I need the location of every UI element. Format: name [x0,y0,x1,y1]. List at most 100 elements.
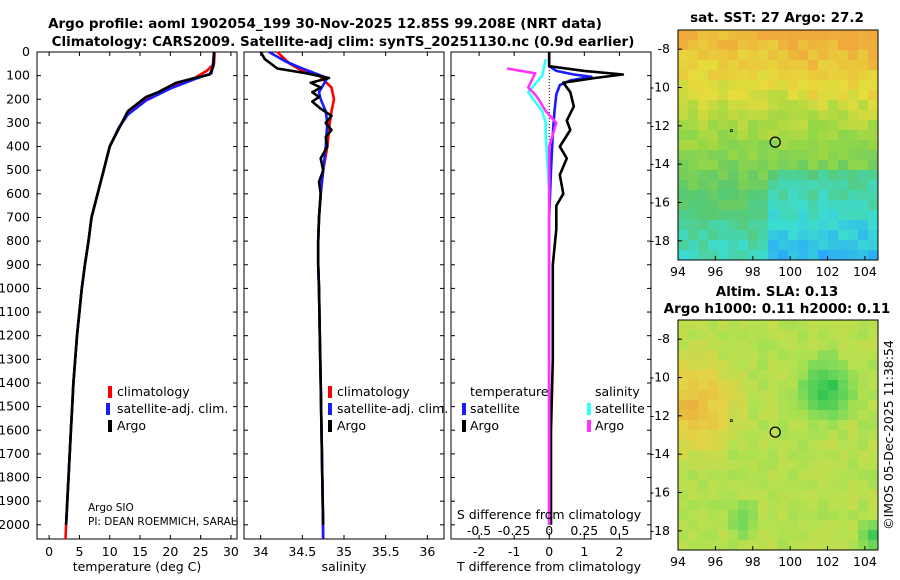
map-cell [768,250,779,261]
map-cell [868,100,879,111]
series-line-argo [64,51,216,525]
sla-map-title-1: Altim. SLA: 0.13 [716,284,838,300]
map-cell [838,250,849,261]
map-cell [868,150,879,161]
map-cell [778,220,789,231]
map-cell [738,360,749,371]
map-cell [808,510,819,521]
map-cell [758,200,769,211]
map-cell [708,360,719,371]
map-cell [708,370,719,381]
map-cell [738,100,749,111]
map-cell [748,490,759,501]
map-cell [818,520,829,531]
map-cell [728,530,739,541]
map-cell [688,180,699,191]
map-cell [868,240,879,251]
x-tick-label: 20 [162,544,178,559]
legend-swatch-argo [108,420,112,432]
map-cell [868,330,879,341]
map-cell [758,160,769,171]
map-cell [778,240,789,251]
map-cell [708,250,719,261]
map-cell [848,160,859,171]
map-cell [798,430,809,441]
map-cell [808,340,819,351]
map-cell [708,140,719,151]
map-cell [708,420,719,431]
map-cell [858,140,869,151]
map-cell [748,160,759,171]
map-cell [838,90,849,101]
map-cell [778,480,789,491]
map-cell [858,200,869,211]
series-line-climatology [64,51,216,540]
map-cell [828,100,839,111]
map-cell [718,360,729,371]
map-cell [778,460,789,471]
map-cell [708,490,719,501]
map-cell [818,350,829,361]
map-cell [768,520,779,531]
map-cell [818,460,829,471]
map-cell [848,50,859,61]
map-cell [728,170,739,181]
map-cell [698,450,709,461]
map-cell [788,390,799,401]
map-cell [838,540,849,551]
map-cell [788,60,799,71]
map-cell [838,150,849,161]
map-cell [688,320,699,331]
map-cell [728,360,739,371]
map-cell [678,360,689,371]
map-cell [718,430,729,441]
map-cell [798,410,809,421]
map-cell [768,30,779,41]
map-cell [788,430,799,441]
y-tick-label: 1200 [0,328,30,343]
map-cell [848,530,859,541]
map-cell [858,360,869,371]
map-cell [818,390,829,401]
map-cell [868,500,879,511]
map-cell [758,190,769,201]
map-cell [868,160,879,171]
map-cell [688,400,699,411]
map-cell [748,80,759,91]
map-cell [748,460,759,471]
map-cell [768,530,779,541]
map-cell [698,500,709,511]
map-cell [758,210,769,221]
map-cell [678,500,689,511]
map-cell [778,530,789,541]
map-cell [768,160,779,171]
map-cell [798,50,809,61]
map-cell [768,390,779,401]
map-cell [828,40,839,51]
map-cell [848,90,859,101]
map-cell [828,380,839,391]
map-cell [718,120,729,131]
legend-label-argo: Argo [117,418,146,433]
map-cell [828,170,839,181]
legend-swatch-climatology [108,386,112,398]
map-cell [768,100,779,111]
map-cell [698,180,709,191]
map-cell [708,80,719,91]
map-cell [698,480,709,491]
map-cell [808,490,819,501]
map-cell [778,120,789,131]
map-cell [768,210,779,221]
legend-swatch-temp-argo [462,420,466,432]
map-x-tick-label: 98 [745,554,761,569]
map-cell [868,320,879,331]
map-cell [788,220,799,231]
map-cell [818,430,829,441]
map-cell [718,40,729,51]
map-cell [868,460,879,471]
map-cell [838,360,849,371]
map-cell [688,120,699,131]
map-cell [688,250,699,261]
map-cell [738,80,749,91]
